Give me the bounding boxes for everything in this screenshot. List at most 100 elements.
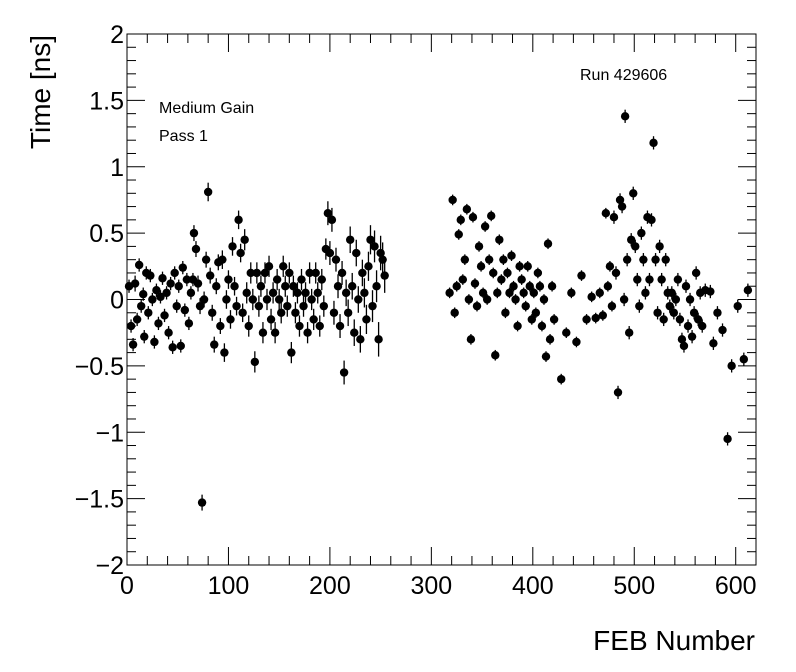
point-marker (240, 235, 249, 244)
data-point (307, 288, 316, 311)
data-point (132, 312, 142, 327)
y-tick-label: −2 (95, 552, 124, 580)
y-tick-label: 0 (110, 287, 124, 315)
data-point (130, 275, 140, 292)
data-point (162, 286, 171, 300)
point-marker (356, 335, 365, 344)
data-point (476, 261, 486, 272)
x-axis-title: FEB Number (593, 625, 755, 656)
point-marker (189, 228, 199, 238)
point-marker (487, 211, 496, 221)
data-point (140, 330, 149, 344)
point-marker (622, 255, 632, 264)
point-marker (166, 279, 175, 288)
point-marker (205, 271, 215, 280)
data-point (205, 267, 215, 284)
point-marker (531, 308, 541, 317)
point-marker (242, 288, 251, 298)
data-point (350, 319, 359, 346)
point-marker (228, 242, 237, 251)
data-point (372, 270, 381, 303)
point-marker (337, 268, 347, 278)
point-marker (218, 255, 227, 264)
point-marker (620, 112, 630, 121)
point-marker (448, 195, 457, 205)
data-point (208, 304, 217, 321)
data-point (182, 272, 192, 287)
data-point (184, 316, 194, 331)
data-point (487, 210, 496, 222)
point-marker (482, 295, 492, 304)
data-point (228, 237, 237, 256)
point-marker (317, 275, 326, 284)
point-marker (230, 282, 239, 291)
data-point (193, 275, 203, 292)
point-marker (557, 374, 566, 384)
pass-annotation: Pass 1 (159, 128, 208, 145)
point-marker (456, 215, 465, 225)
data-point (380, 258, 389, 293)
data-point (191, 241, 201, 258)
point-marker (184, 319, 194, 328)
data-point (523, 261, 532, 272)
data-point (291, 302, 300, 324)
data-point (197, 494, 207, 511)
data-point (356, 326, 365, 353)
data-point (665, 299, 674, 313)
x-tick-label: 400 (512, 572, 554, 600)
point-marker (162, 288, 171, 298)
point-marker (246, 268, 255, 278)
point-marker (673, 275, 683, 284)
point-marker (727, 361, 736, 371)
point-marker (635, 301, 644, 311)
point-marker (495, 235, 504, 244)
point-marker (148, 295, 157, 304)
point-marker (468, 212, 478, 222)
point-marker (503, 268, 512, 278)
data-point (598, 310, 608, 321)
point-marker (629, 189, 638, 198)
point-marker (567, 288, 576, 298)
data-point (503, 267, 512, 279)
data-point (669, 306, 679, 320)
data-point (309, 308, 318, 331)
point-marker (649, 138, 658, 148)
point-marker (333, 282, 343, 291)
point-marker (176, 341, 185, 351)
data-point (454, 229, 463, 240)
point-marker (362, 315, 371, 324)
point-marker (689, 308, 699, 317)
data-point (499, 254, 508, 265)
x-tick-label: 0 (120, 572, 134, 600)
data-point (144, 306, 153, 320)
point-marker (309, 315, 318, 324)
data-point (299, 295, 308, 317)
data-point (343, 299, 353, 327)
data-point (458, 274, 468, 285)
tick-labels: 0 100 200 300 400 500 600 −2 −1.5 −1 −0.5 0 0.5 1 1.5 2 (75, 21, 757, 600)
data-point (603, 280, 613, 292)
point-marker (305, 268, 314, 278)
data-point (186, 286, 196, 300)
point-marker (679, 341, 689, 351)
data-point (671, 292, 681, 307)
point-marker (505, 288, 514, 298)
data-point (126, 319, 136, 333)
data-point (366, 225, 375, 255)
data-point (337, 261, 347, 285)
data-point (601, 207, 611, 219)
point-marker (137, 301, 146, 311)
data-point (242, 282, 251, 304)
point-marker (345, 235, 355, 244)
data-point (201, 251, 211, 268)
data-point (164, 326, 173, 340)
point-marker (374, 335, 383, 344)
point-marker (549, 315, 559, 324)
point-marker (180, 305, 190, 315)
data-point (567, 287, 576, 299)
y-tick-label: 0.5 (89, 220, 124, 248)
data-point (277, 302, 286, 324)
data-point (605, 261, 615, 272)
point-marker (529, 288, 539, 298)
y-tick-label: 1.5 (89, 87, 124, 115)
